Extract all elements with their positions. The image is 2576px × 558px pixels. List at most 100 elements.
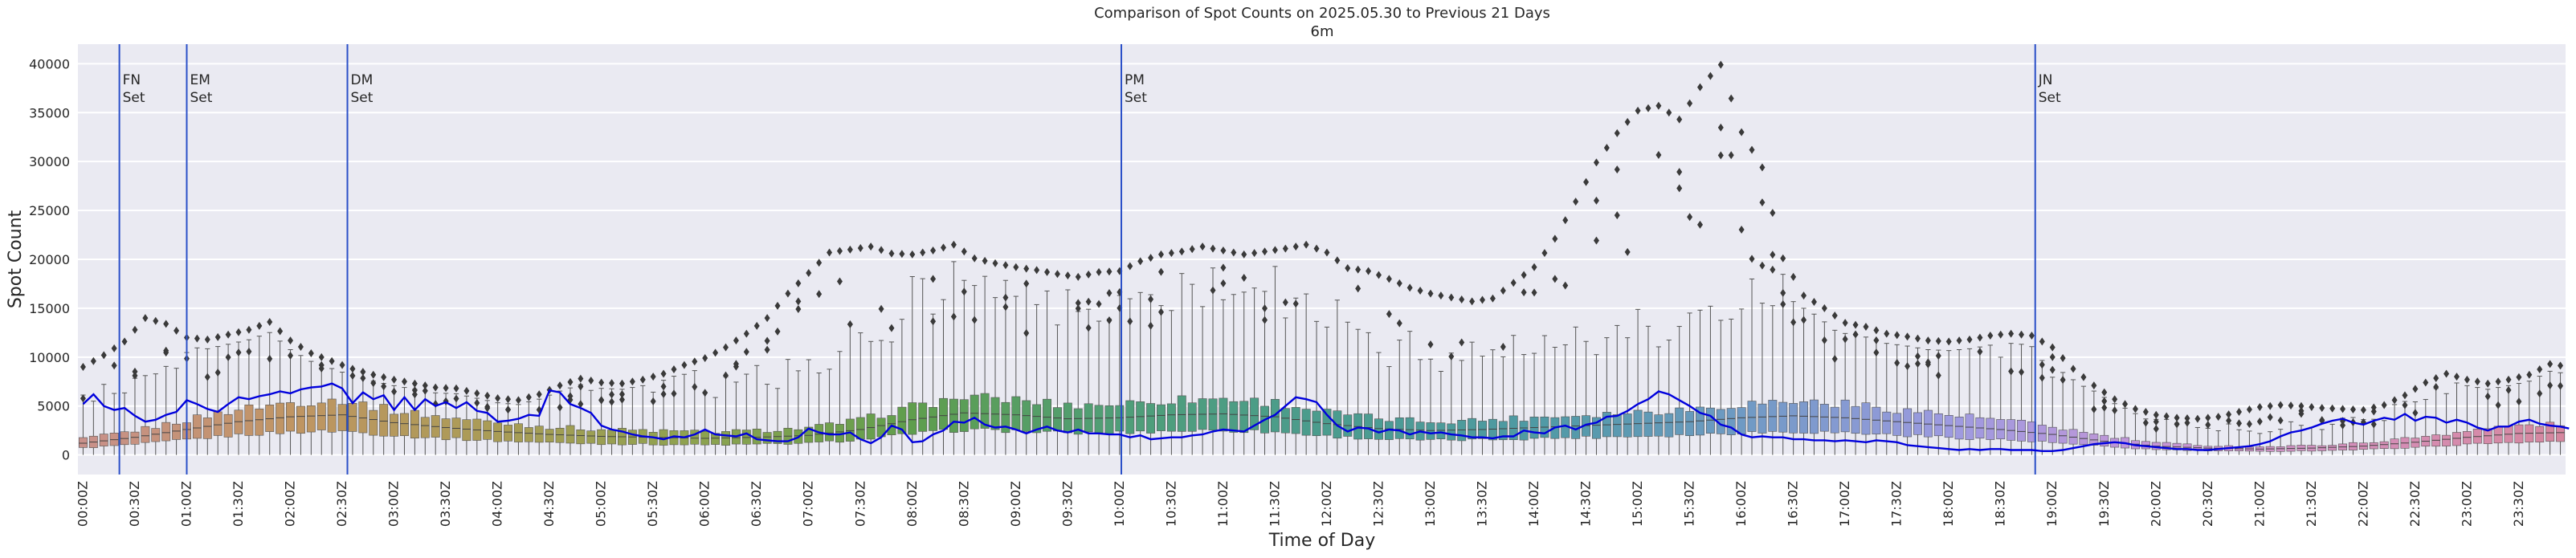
outlier-point (2142, 408, 2149, 417)
outlier-point (1282, 244, 1288, 253)
outlier-point (2484, 392, 2491, 401)
outlier-point (1168, 249, 1174, 258)
box-body (555, 427, 565, 443)
box-plot (1685, 312, 1695, 455)
box-body (1394, 417, 1404, 439)
x-tick-label: 07:00Z (801, 481, 816, 527)
box-body (1705, 407, 1715, 434)
box-plot (2235, 429, 2243, 455)
outlier-point (578, 400, 584, 409)
y-axis-ticks: 0 5000 10000 15000 20000 25000 30000 35000 40000 (29, 56, 70, 462)
box-plot (1043, 290, 1052, 455)
box-plot (1468, 341, 1477, 455)
outlier-point (1054, 270, 1060, 279)
outlier-point (557, 381, 563, 390)
box-body (990, 397, 1000, 430)
outlier-point (1241, 273, 1247, 282)
outlier-point (2205, 413, 2211, 422)
outlier-point (1064, 271, 1071, 280)
box-plot (1426, 358, 1435, 455)
y-tick-label: 5000 (37, 399, 70, 414)
outlier-point (723, 343, 729, 352)
outlier-point (2174, 413, 2180, 422)
outlier-point (1002, 303, 1009, 312)
box-plot (690, 370, 700, 455)
x-tick-label: 22:00Z (2355, 481, 2370, 527)
outlier-point (1448, 293, 1455, 302)
outlier-point (214, 369, 221, 377)
outlier-point (1355, 284, 1361, 293)
outlier-point (1697, 83, 1704, 92)
box-plot (1219, 299, 1228, 455)
box-body (1737, 407, 1746, 435)
box-plot (908, 275, 917, 455)
outlier-point (2122, 400, 2129, 409)
box-body (1146, 403, 1156, 434)
outlier-point (515, 396, 521, 405)
outlier-point (1884, 329, 1890, 338)
box-body (441, 418, 451, 441)
box-plot (918, 278, 928, 455)
outlier-point (1842, 319, 1848, 328)
box-plot (1726, 318, 1736, 455)
outlier-point (1759, 261, 1766, 270)
outlier-point (1790, 318, 1797, 327)
outlier-point (2101, 403, 2108, 412)
box-body (1457, 420, 1467, 442)
outlier-point (1075, 272, 1081, 281)
outlier-points (80, 60, 2564, 434)
outlier-point (1303, 240, 1309, 249)
box-plot (1301, 293, 1311, 455)
outlier-point (702, 389, 708, 397)
box-body (1312, 410, 1321, 437)
box-body (1043, 398, 1052, 432)
outlier-point (888, 249, 895, 258)
outlier-point (1106, 316, 1112, 324)
box-body (897, 406, 907, 434)
outlier-point (2464, 375, 2470, 384)
box-plot (1705, 305, 1715, 455)
outlier-point (339, 360, 345, 369)
outlier-point (525, 393, 532, 401)
outlier-point (349, 365, 356, 373)
y-tick-label: 15000 (29, 301, 70, 316)
outlier-point (1552, 234, 1558, 243)
outlier-point (2008, 329, 2015, 338)
box-body (390, 413, 399, 437)
box-body (1094, 405, 1104, 434)
outlier-point (1427, 289, 1434, 298)
box-body (172, 423, 182, 440)
outlier-point (1366, 267, 1372, 275)
box-body (1664, 413, 1674, 438)
outlier-point (692, 357, 698, 366)
box-plot (1166, 310, 1176, 455)
box-body (773, 430, 782, 444)
box-body (78, 437, 88, 448)
x-tick-label: 03:30Z (438, 481, 453, 527)
box-body (607, 430, 617, 445)
outlier-point (2153, 410, 2159, 419)
box-body (845, 418, 855, 442)
outlier-point (1199, 242, 1206, 251)
event-label: Set (1125, 90, 1147, 106)
box-plot (2535, 376, 2545, 455)
box-body (2007, 419, 2016, 441)
outlier-point (277, 327, 284, 336)
x-tick-label: 18:30Z (1993, 481, 2008, 527)
outlier-point (2370, 420, 2377, 429)
box-body (1166, 403, 1176, 432)
outlier-point (204, 335, 210, 344)
box-body (762, 432, 772, 444)
outlier-point (235, 328, 242, 336)
y-tick-label: 35000 (29, 105, 70, 120)
box-plot (1011, 295, 1021, 455)
box-body (1177, 395, 1186, 432)
x-tick-label: 20:00Z (2148, 481, 2163, 527)
box-plot (970, 285, 979, 455)
x-tick-label: 12:30Z (1370, 481, 1386, 527)
box-plot (1447, 352, 1456, 455)
box-body (1789, 403, 1798, 434)
outlier-point (360, 374, 366, 383)
box-plot (2379, 420, 2389, 455)
outlier-point (422, 386, 428, 395)
